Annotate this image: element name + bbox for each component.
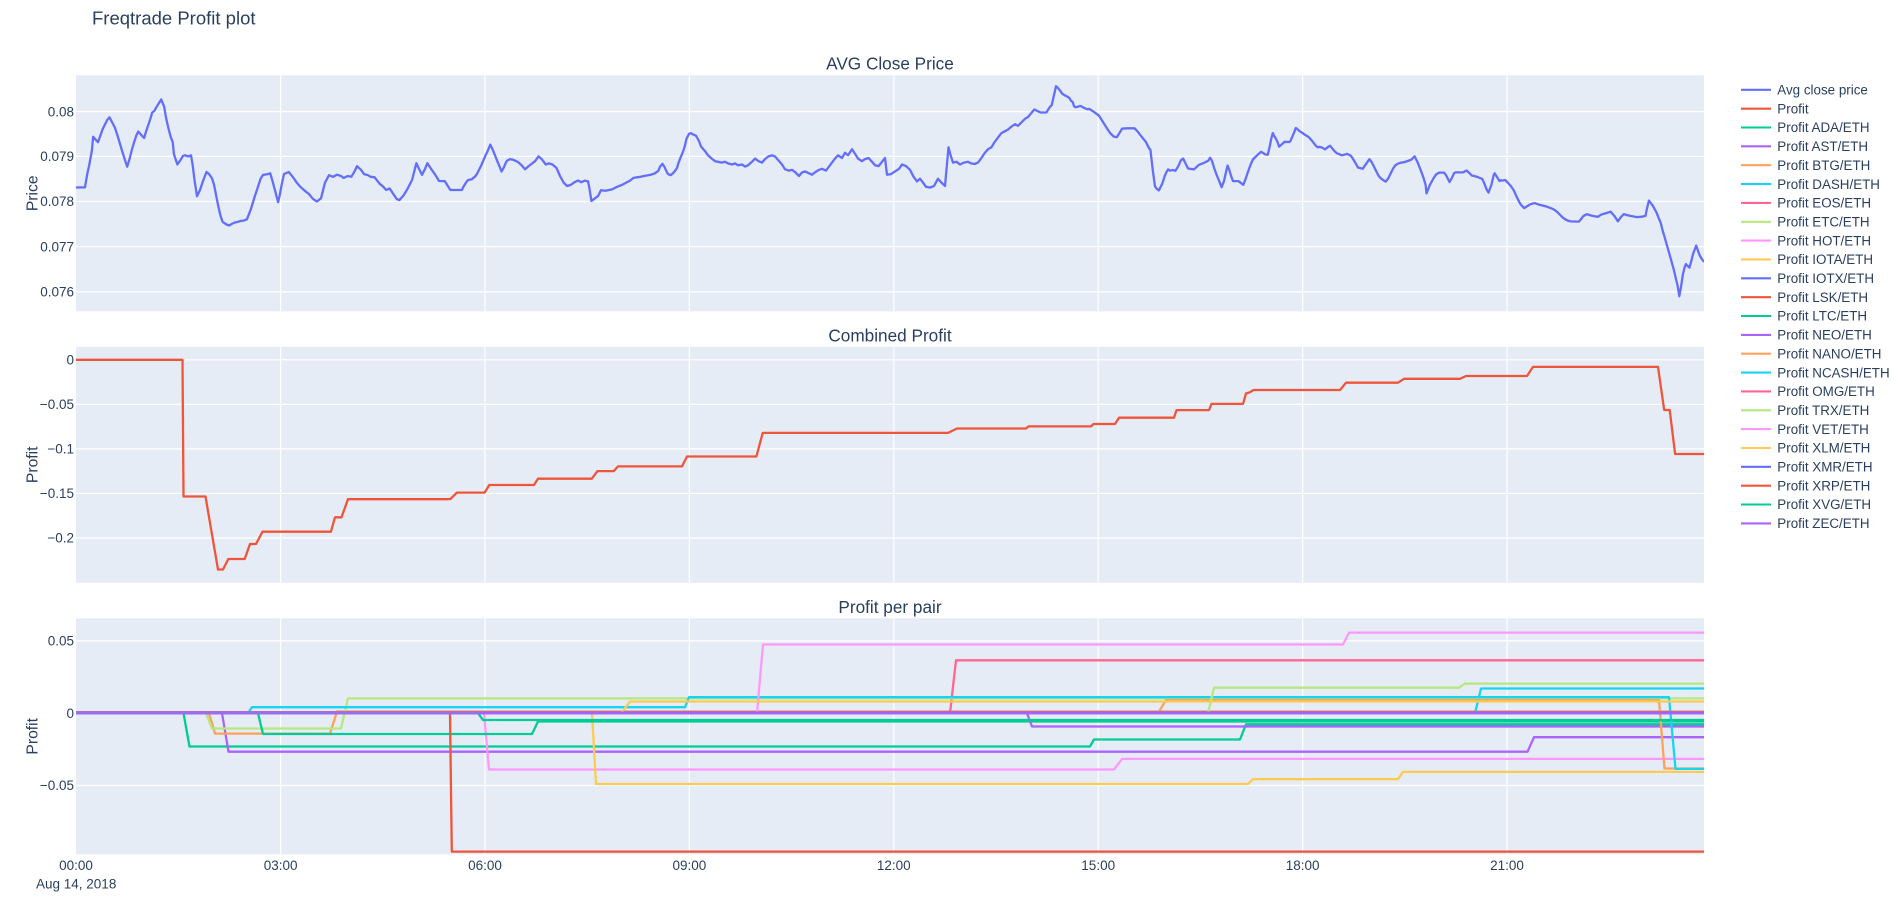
svg-text:Profit XLM/ETH: Profit XLM/ETH <box>1777 441 1870 456</box>
svg-text:Profit IOTA/ETH: Profit IOTA/ETH <box>1777 252 1873 267</box>
svg-text:Profit ZEC/ETH: Profit ZEC/ETH <box>1777 516 1869 531</box>
svg-text:Profit DASH/ETH: Profit DASH/ETH <box>1777 177 1880 192</box>
svg-text:09:00: 09:00 <box>673 858 707 873</box>
svg-text:0.076: 0.076 <box>40 285 74 300</box>
svg-text:Profit: Profit <box>25 717 42 754</box>
svg-text:06:00: 06:00 <box>468 858 502 873</box>
svg-text:AVG Close Price: AVG Close Price <box>826 53 954 73</box>
svg-text:Profit XMR/ETH: Profit XMR/ETH <box>1777 460 1872 475</box>
svg-text:Profit OMG/ETH: Profit OMG/ETH <box>1777 384 1874 399</box>
svg-text:Profit BTG/ETH: Profit BTG/ETH <box>1777 158 1870 173</box>
svg-text:Combined Profit: Combined Profit <box>828 326 951 346</box>
svg-text:0: 0 <box>66 353 74 368</box>
svg-text:−0.1: −0.1 <box>47 442 74 457</box>
svg-text:0.079: 0.079 <box>40 149 74 164</box>
svg-text:Profit ETC/ETH: Profit ETC/ETH <box>1777 214 1869 229</box>
svg-text:Avg close price: Avg close price <box>1777 83 1868 98</box>
svg-text:0: 0 <box>66 706 74 721</box>
svg-text:Profit XVG/ETH: Profit XVG/ETH <box>1777 497 1871 512</box>
svg-text:Profit LTC/ETH: Profit LTC/ETH <box>1777 309 1867 324</box>
svg-text:Profit NANO/ETH: Profit NANO/ETH <box>1777 346 1881 361</box>
svg-text:Profit ADA/ETH: Profit ADA/ETH <box>1777 120 1869 135</box>
svg-text:0.077: 0.077 <box>40 239 74 254</box>
svg-text:18:00: 18:00 <box>1286 858 1320 873</box>
svg-text:Profit NEO/ETH: Profit NEO/ETH <box>1777 328 1872 343</box>
svg-text:−0.05: −0.05 <box>40 397 74 412</box>
svg-text:−0.2: −0.2 <box>47 531 74 546</box>
svg-text:0.078: 0.078 <box>40 194 74 209</box>
svg-text:Profit EOS/ETH: Profit EOS/ETH <box>1777 196 1871 211</box>
svg-text:Profit: Profit <box>1777 101 1809 116</box>
svg-text:Price: Price <box>25 175 42 211</box>
svg-text:Profit HOT/ETH: Profit HOT/ETH <box>1777 233 1871 248</box>
svg-text:0.08: 0.08 <box>48 104 74 119</box>
svg-text:Profit NCASH/ETH: Profit NCASH/ETH <box>1777 365 1889 380</box>
svg-text:−0.15: −0.15 <box>40 486 74 501</box>
svg-text:15:00: 15:00 <box>1081 858 1115 873</box>
svg-text:Profit TRX/ETH: Profit TRX/ETH <box>1777 403 1869 418</box>
svg-text:0.05: 0.05 <box>48 634 74 649</box>
svg-text:00:00: 00:00 <box>59 858 93 873</box>
svg-text:21:00: 21:00 <box>1490 858 1524 873</box>
svg-text:Profit AST/ETH: Profit AST/ETH <box>1777 139 1868 154</box>
svg-text:03:00: 03:00 <box>264 858 298 873</box>
svg-text:Profit XRP/ETH: Profit XRP/ETH <box>1777 478 1870 493</box>
svg-text:Profit IOTX/ETH: Profit IOTX/ETH <box>1777 271 1874 286</box>
svg-text:Freqtrade Profit plot: Freqtrade Profit plot <box>92 8 256 29</box>
svg-text:Aug 14, 2018: Aug 14, 2018 <box>36 877 116 892</box>
svg-text:12:00: 12:00 <box>877 858 911 873</box>
svg-text:Profit LSK/ETH: Profit LSK/ETH <box>1777 290 1868 305</box>
svg-text:−0.05: −0.05 <box>40 778 74 793</box>
svg-text:Profit per pair: Profit per pair <box>838 597 941 617</box>
svg-text:Profit: Profit <box>25 446 42 483</box>
svg-text:Profit VET/ETH: Profit VET/ETH <box>1777 422 1869 437</box>
